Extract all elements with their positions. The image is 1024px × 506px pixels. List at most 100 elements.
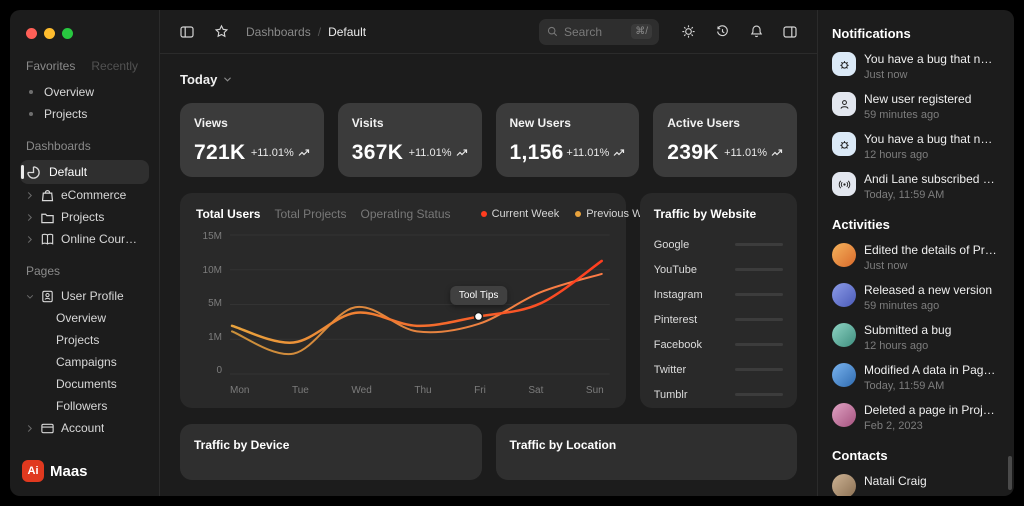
notification-text: You have a bug that needs t... Just now (864, 52, 998, 81)
sidebar-item-label: Online Courses (61, 232, 143, 246)
sidebar-section-dashboards: Dashboards (26, 139, 91, 153)
notification-time: 12 hours ago (864, 149, 929, 161)
chart-body: 15M 10M 5M 1M 0 Tool Tips (196, 231, 610, 378)
activity-title: Edited the details of Project X (864, 243, 998, 257)
bug-icon (832, 52, 856, 76)
stat-delta-value: +11.01% (250, 147, 294, 159)
sidebar-subitem-followers[interactable]: Followers (20, 395, 149, 417)
trend-up-icon (771, 149, 783, 156)
sidebar-subitem-campaigns[interactable]: Campaigns (20, 351, 149, 373)
tab-total-users[interactable]: Total Users (196, 207, 261, 221)
sidebar-item-projects-dashboard[interactable]: Projects (20, 206, 149, 228)
notification-item[interactable]: You have a bug that needs t... Just now (832, 52, 1000, 81)
card-icon (40, 421, 55, 436)
notification-item[interactable]: You have a bug that needs t... 12 hours … (832, 132, 1000, 161)
sidebar-item-ecommerce[interactable]: eCommerce (20, 184, 149, 206)
sidebar-subitem-documents[interactable]: Documents (20, 373, 149, 395)
theme-toggle-button[interactable] (675, 19, 701, 45)
stat-card-views[interactable]: Views 721K +11.01% (180, 103, 324, 177)
stat-card-new-users[interactable]: New Users 1,156 +11.01% (495, 103, 640, 177)
scrollbar-thumb[interactable] (1008, 456, 1012, 490)
notification-time: Today, 11:59 AM (864, 189, 945, 201)
breadcrumb-section[interactable]: Dashboards (246, 24, 311, 39)
website-row[interactable]: Google (654, 232, 783, 257)
website-row[interactable]: Facebook (654, 332, 783, 357)
sidebar-section-pages: Pages (26, 264, 61, 278)
broadcast-icon (832, 172, 856, 196)
contact-text: Natali Craig (864, 474, 927, 489)
website-row[interactable]: Twitter (654, 357, 783, 382)
y-tick-label: 10M (202, 264, 222, 276)
notification-text: You have a bug that needs t... 12 hours … (864, 132, 998, 161)
maximize-window-button[interactable] (62, 28, 73, 39)
x-tick-label: Mon (230, 385, 250, 396)
activity-item[interactable]: Edited the details of Project X Just now (832, 243, 1000, 272)
toggle-right-sidebar-button[interactable] (777, 19, 803, 45)
tab-total-projects[interactable]: Total Projects (274, 207, 347, 221)
card-title: Traffic by Website (653, 207, 757, 221)
website-row[interactable]: Tumblr (654, 382, 783, 407)
x-tick-label: Thu (414, 385, 432, 396)
sidebar-item-projects[interactable]: Projects (20, 103, 149, 125)
search-icon (546, 25, 559, 38)
chart-legend: Current Week Previous Week (480, 208, 660, 220)
sidebar-item-online-courses[interactable]: Online Courses (20, 228, 149, 250)
sidebar-item-default[interactable]: Default (20, 160, 149, 184)
tab-operating-status[interactable]: Operating Status (360, 207, 451, 221)
y-tick-label: 0 (216, 365, 222, 376)
stats-row: Views 721K +11.01% Visits 367K +1 (180, 103, 797, 177)
close-window-button[interactable] (26, 28, 37, 39)
sidebar-item-account[interactable]: Account (20, 417, 149, 439)
trend-up-icon (298, 149, 309, 156)
search-input[interactable] (564, 24, 616, 39)
activity-text: Released a new version 59 minutes ago (864, 283, 992, 312)
search-box[interactable]: ⌘/ (539, 18, 659, 45)
activity-item[interactable]: Released a new version 59 minutes ago (832, 283, 1000, 312)
tab-recently[interactable]: Recently (91, 59, 139, 73)
chart-plot[interactable]: Tool Tips (230, 231, 610, 378)
brand-logo[interactable]: Ai Maas (22, 460, 88, 482)
activity-item[interactable]: Deleted a page in Project X Feb 2, 2023 (832, 403, 1000, 432)
favorite-star-button[interactable] (208, 19, 234, 45)
activity-item[interactable]: Modified A data in Page X Today, 11:59 A… (832, 363, 1000, 392)
app-window: Favorites Recently Overview Projects Das… (10, 10, 1014, 496)
chevron-right-icon (26, 191, 34, 200)
history-button[interactable] (709, 19, 735, 45)
user-icon (832, 92, 856, 116)
tab-favorites[interactable]: Favorites (26, 59, 76, 73)
notifications-bell-button[interactable] (743, 19, 769, 45)
notification-text: New user registered 59 minutes ago (864, 92, 971, 121)
stat-value: 367K (351, 141, 404, 164)
stat-delta: +11.01% (566, 147, 625, 159)
contact-item[interactable]: Natali Craig (832, 474, 1000, 496)
breadcrumb-page[interactable]: Default (328, 24, 367, 39)
toggle-left-sidebar-button[interactable] (174, 19, 200, 45)
legend-label: Current Week (491, 208, 560, 220)
x-tick-label: Tue (292, 385, 309, 396)
website-row[interactable]: YouTube (654, 257, 783, 282)
stat-card-active-users[interactable]: Active Users 239K +11.01% (653, 103, 797, 177)
sidebar-item-user-profile[interactable]: User Profile (20, 285, 149, 307)
sidebar-subitem-overview[interactable]: Overview (20, 307, 149, 329)
website-row[interactable]: Instagram (654, 282, 783, 307)
y-axis-labels: 15M 10M 5M 1M 0 (196, 231, 222, 378)
left-sidebar: Favorites Recently Overview Projects Das… (10, 10, 160, 496)
sidebar-item-overview[interactable]: Overview (20, 81, 149, 103)
chevron-right-icon (26, 235, 34, 244)
dashboard-content: Today Views 721K +11.01% Visits (160, 54, 817, 496)
avatar (832, 243, 856, 267)
line-chart (230, 234, 610, 375)
legend-current-week: Current Week (480, 208, 560, 220)
period-selector[interactable]: Today (180, 72, 797, 87)
website-row[interactable]: Pinterest (654, 307, 783, 332)
notification-item[interactable]: New user registered 59 minutes ago (832, 92, 1000, 121)
notifications-title: Notifications (832, 26, 911, 41)
sidebar-subitem-projects[interactable]: Projects (20, 329, 149, 351)
stat-card-visits[interactable]: Visits 367K +11.01% (337, 103, 482, 177)
website-label: Twitter (653, 363, 687, 376)
notification-item[interactable]: Andi Lane subscribed to you Today, 11:59… (832, 172, 1000, 201)
activity-item[interactable]: Submitted a bug 12 hours ago (832, 323, 1000, 352)
x-tick-label: Wed (351, 385, 372, 396)
minimize-window-button[interactable] (44, 28, 55, 39)
bottom-cards-row: Traffic by Device Traffic by Location (180, 424, 797, 480)
